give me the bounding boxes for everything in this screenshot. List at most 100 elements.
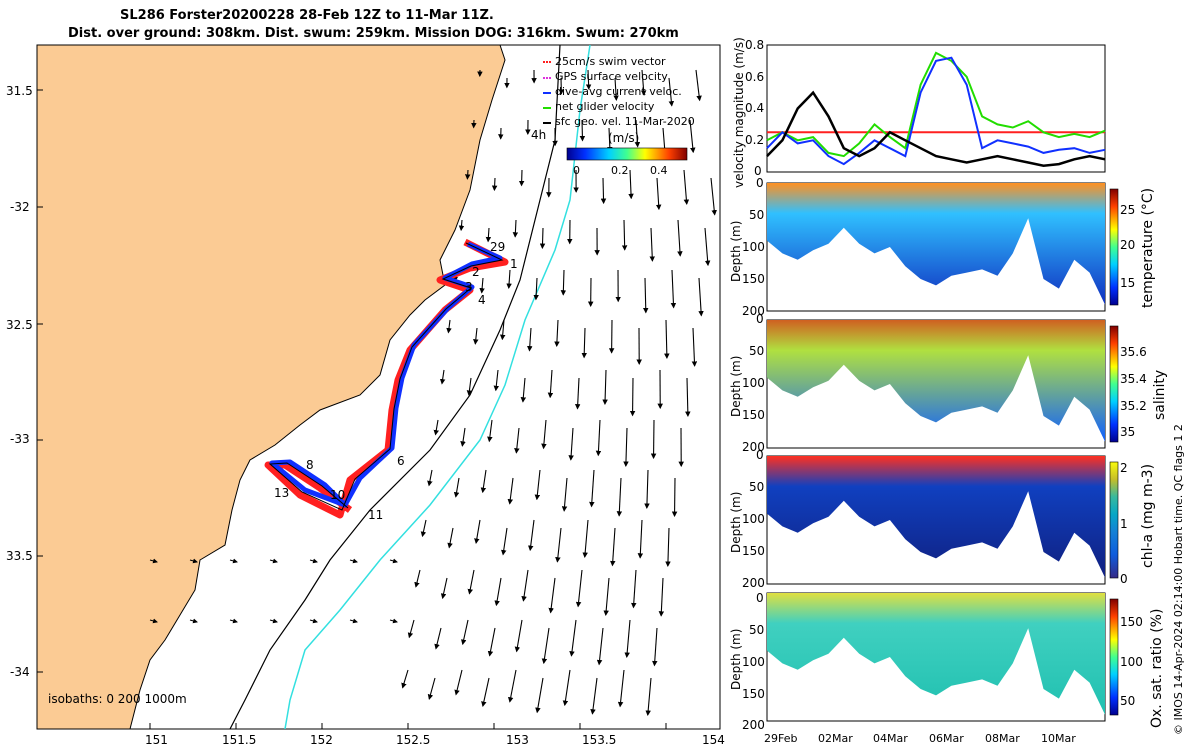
current-arrow [269,558,278,564]
glider-track [264,238,509,519]
chl-ytick: 150 [742,544,765,558]
chl-ytick: 200 [742,576,765,590]
day-label: 6 [397,454,405,468]
credit-text: © IMOS 14-Apr-2024 02:14:00 Hobart time.… [1172,424,1185,735]
vel-ytick: 0.8 [745,38,765,52]
salinity-colorbar [1109,325,1119,443]
current-arrow [655,177,662,211]
temp-cblabel: temperature (°C) [1140,187,1156,308]
temperature-section [766,182,1119,312]
current-arrow [634,119,641,148]
lon-tick: 152.5 [396,733,431,747]
lon-tick: 153.5 [582,733,617,747]
sal-cblabel: salinity [1152,369,1168,420]
date-tick: 06Mar [929,732,964,745]
current-arrow [695,69,702,102]
current-arrow [589,469,595,508]
current-arrow [642,277,649,314]
temperature-colorbar [1109,188,1119,306]
glider-track-net [268,242,504,511]
current-arrow [473,327,479,345]
current-arrow [501,527,508,556]
sal-cbtick: 35.6 [1120,345,1147,359]
day-label: 10 [330,488,346,502]
current-arrow [665,527,671,567]
current-arrow [439,369,446,385]
isobaths-label: isobaths: 0 200 1000m [48,692,187,706]
current-arrow [535,677,544,714]
vel-ytick: 0 [754,164,762,178]
current-arrow [581,327,587,359]
lon-tick: 153 [506,733,529,747]
legend-swim-label: 25cm/s swim vector [555,55,666,68]
current-arrow [229,558,238,564]
current-arrow [454,669,463,696]
current-arrow [555,527,562,563]
current-arrow [349,558,358,564]
hour-label: 4h [531,128,547,142]
map-axes [37,89,667,729]
velocity-ylabel: velocity magnitude (m/s) [732,37,746,188]
current-arrow [668,77,675,107]
ox-ytick: 150 [742,687,765,701]
current-arrow [269,618,278,624]
chl-ytick: 100 [742,512,765,526]
current-arrow [149,558,158,564]
current-arrow [499,319,506,341]
salinity-ylabel: Depth (m) [729,355,743,417]
day-label: 1 [510,257,518,271]
current-arrow [485,227,492,243]
oxygen-field [767,593,1105,715]
legend-current-label: dive-avg current veloc. [555,85,682,98]
current-arrow [631,569,637,609]
current-arrow [575,569,583,608]
current-arrow [628,169,634,200]
current-arrow [458,219,465,232]
sal-cbtick: 35 [1120,425,1136,439]
current-arrow [541,419,547,450]
current-arrow [521,569,529,602]
current-arrow [595,419,602,457]
current-arrow [670,269,677,309]
day-label: 29 [490,240,506,254]
current-arrow [616,477,623,517]
velocity-series-dive-avg-current-veloc- [766,56,1106,166]
temp-cbtick: 15 [1120,276,1136,290]
current-arrow [704,227,711,267]
current-arrow [645,677,652,716]
current-vector-field [149,69,717,716]
isobath-200m [229,45,561,729]
current-arrow [480,469,487,494]
current-arrow [528,519,535,552]
legend-gps-label: GPS surface velocity [555,70,668,83]
date-tick: 08Mar [985,732,1020,745]
chl-ytick: 0 [756,448,764,462]
temp-ytick: 50 [749,208,765,222]
temp-ytick: 150 [742,272,765,286]
current-arrow [389,618,398,624]
current-arrow [603,577,610,616]
current-arrow [433,419,439,436]
ox-cblabel: Ox. sat. ratio (%) [1149,608,1165,728]
current-arrow [229,618,238,624]
chl-cbtick: 1 [1120,517,1128,531]
current-arrow [683,169,690,206]
day-label: 11 [368,508,384,522]
current-arrow [493,369,500,392]
current-arrow [548,577,556,614]
sal-ytick: 50 [749,344,765,358]
current-arrow [562,669,571,707]
chl-cbtick: 0 [1120,572,1128,586]
lat-tick: 32.5 [6,318,33,332]
glider-track-current [269,241,503,508]
ox-cbtick: 100 [1120,655,1143,669]
current-arrow [649,227,655,262]
legend-geo-label: sfc geo. vel. 11-Mar-2020 [555,115,695,128]
velocity-panel [766,44,1106,173]
salinity-section [766,319,1119,449]
current-arrow [420,519,427,538]
current-arrow [427,469,433,487]
current-arrow [487,419,493,443]
current-arrow [466,377,473,396]
oxygen-colorbar [1109,598,1119,716]
